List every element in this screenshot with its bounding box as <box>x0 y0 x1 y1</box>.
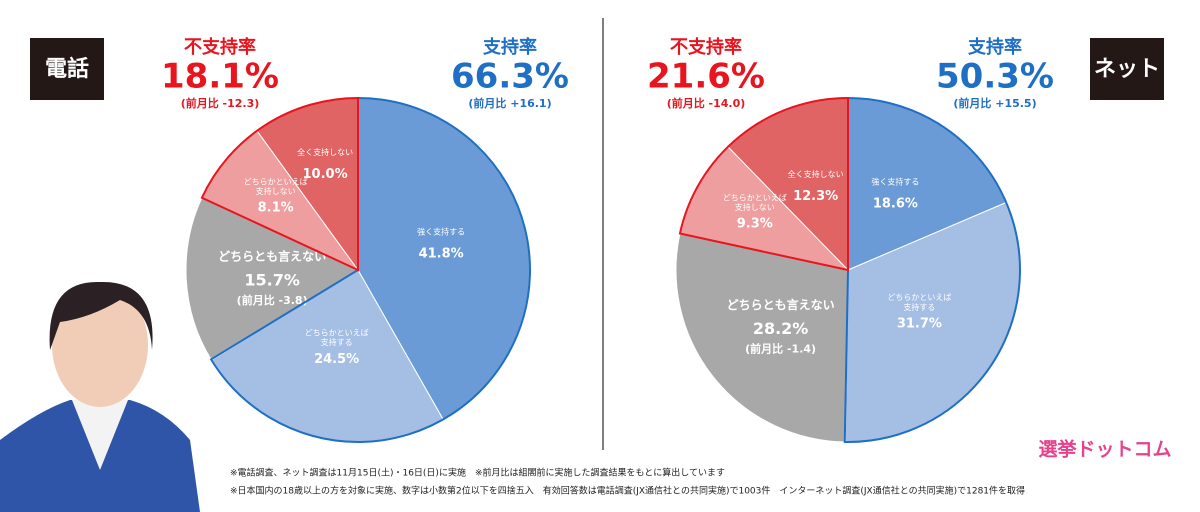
badge-label: 電話 <box>45 56 89 82</box>
slice-value: 28.2% <box>753 319 809 338</box>
disapproval-rate: 18.1% <box>161 57 279 97</box>
slice-category: どちらかといえば支持しない <box>723 193 787 212</box>
pie-slice <box>185 196 360 361</box>
badge-label: ネット <box>1094 57 1160 82</box>
footnote: ※日本国内の18歳以上の方を対象に実施、数字は小数第2位以下を四捨五入 有効回答… <box>230 485 1025 497</box>
slice-value: 9.3% <box>737 217 773 232</box>
slice-value: 24.5% <box>314 352 359 367</box>
slice-category: どちらとも言えない <box>727 297 835 312</box>
slice-category: 全く支持しない <box>297 147 353 157</box>
slice-category: 強く支持する <box>871 177 919 187</box>
portrait <box>0 281 200 512</box>
slice-value: 41.8% <box>419 246 464 261</box>
disapproval-change: (前月比 -12.3) <box>181 96 260 110</box>
support-outline <box>209 96 531 443</box>
support-title: 支持率 <box>482 36 537 58</box>
disapproval-title: 不支持率 <box>670 36 742 58</box>
badge-box <box>1090 38 1164 100</box>
support-outline <box>843 96 1022 443</box>
support-title: 支持率 <box>967 36 1022 58</box>
support-change: (前月比 +16.1) <box>468 96 551 110</box>
support-change: (前月比 +15.5) <box>953 96 1036 110</box>
disapproval-title: 不支持率 <box>184 36 256 58</box>
disapproval-change: (前月比 -14.0) <box>667 96 746 110</box>
slice-category: 全く支持しない <box>788 169 844 179</box>
slice-value: 10.0% <box>303 167 348 182</box>
disapproval-outline <box>678 96 849 272</box>
slice-value: 18.6% <box>873 197 918 212</box>
slice-value: 31.7% <box>897 316 942 331</box>
slice-category: どちらかといえば支持する <box>305 328 369 347</box>
badge-box <box>30 38 104 100</box>
slice-value: 12.3% <box>793 189 838 204</box>
slice-category: どちらかといえば支持する <box>887 293 951 312</box>
logo: 選挙ドットコム <box>1038 438 1171 461</box>
slice-category: どちらかといえば支持しない <box>244 177 308 196</box>
support-rate: 66.3% <box>451 57 569 97</box>
slice-value: 8.1% <box>258 201 294 216</box>
slice-category: 強く支持する <box>417 226 465 236</box>
footnote: ※電話調査、ネット調査は11月15日(土)・16日(日)に実施 ※前月比は組閣前… <box>230 467 725 479</box>
slice-change: (前月比 -3.8) <box>237 293 308 307</box>
pie-slice <box>675 232 849 443</box>
slice-value: 15.7% <box>244 270 300 289</box>
slice-category: どちらとも言えない <box>218 248 326 263</box>
slice-change: (前月比 -1.4) <box>745 341 816 355</box>
disapproval-rate: 21.6% <box>647 57 765 97</box>
disapproval-outline <box>200 96 359 272</box>
support-rate: 50.3% <box>936 57 1054 97</box>
